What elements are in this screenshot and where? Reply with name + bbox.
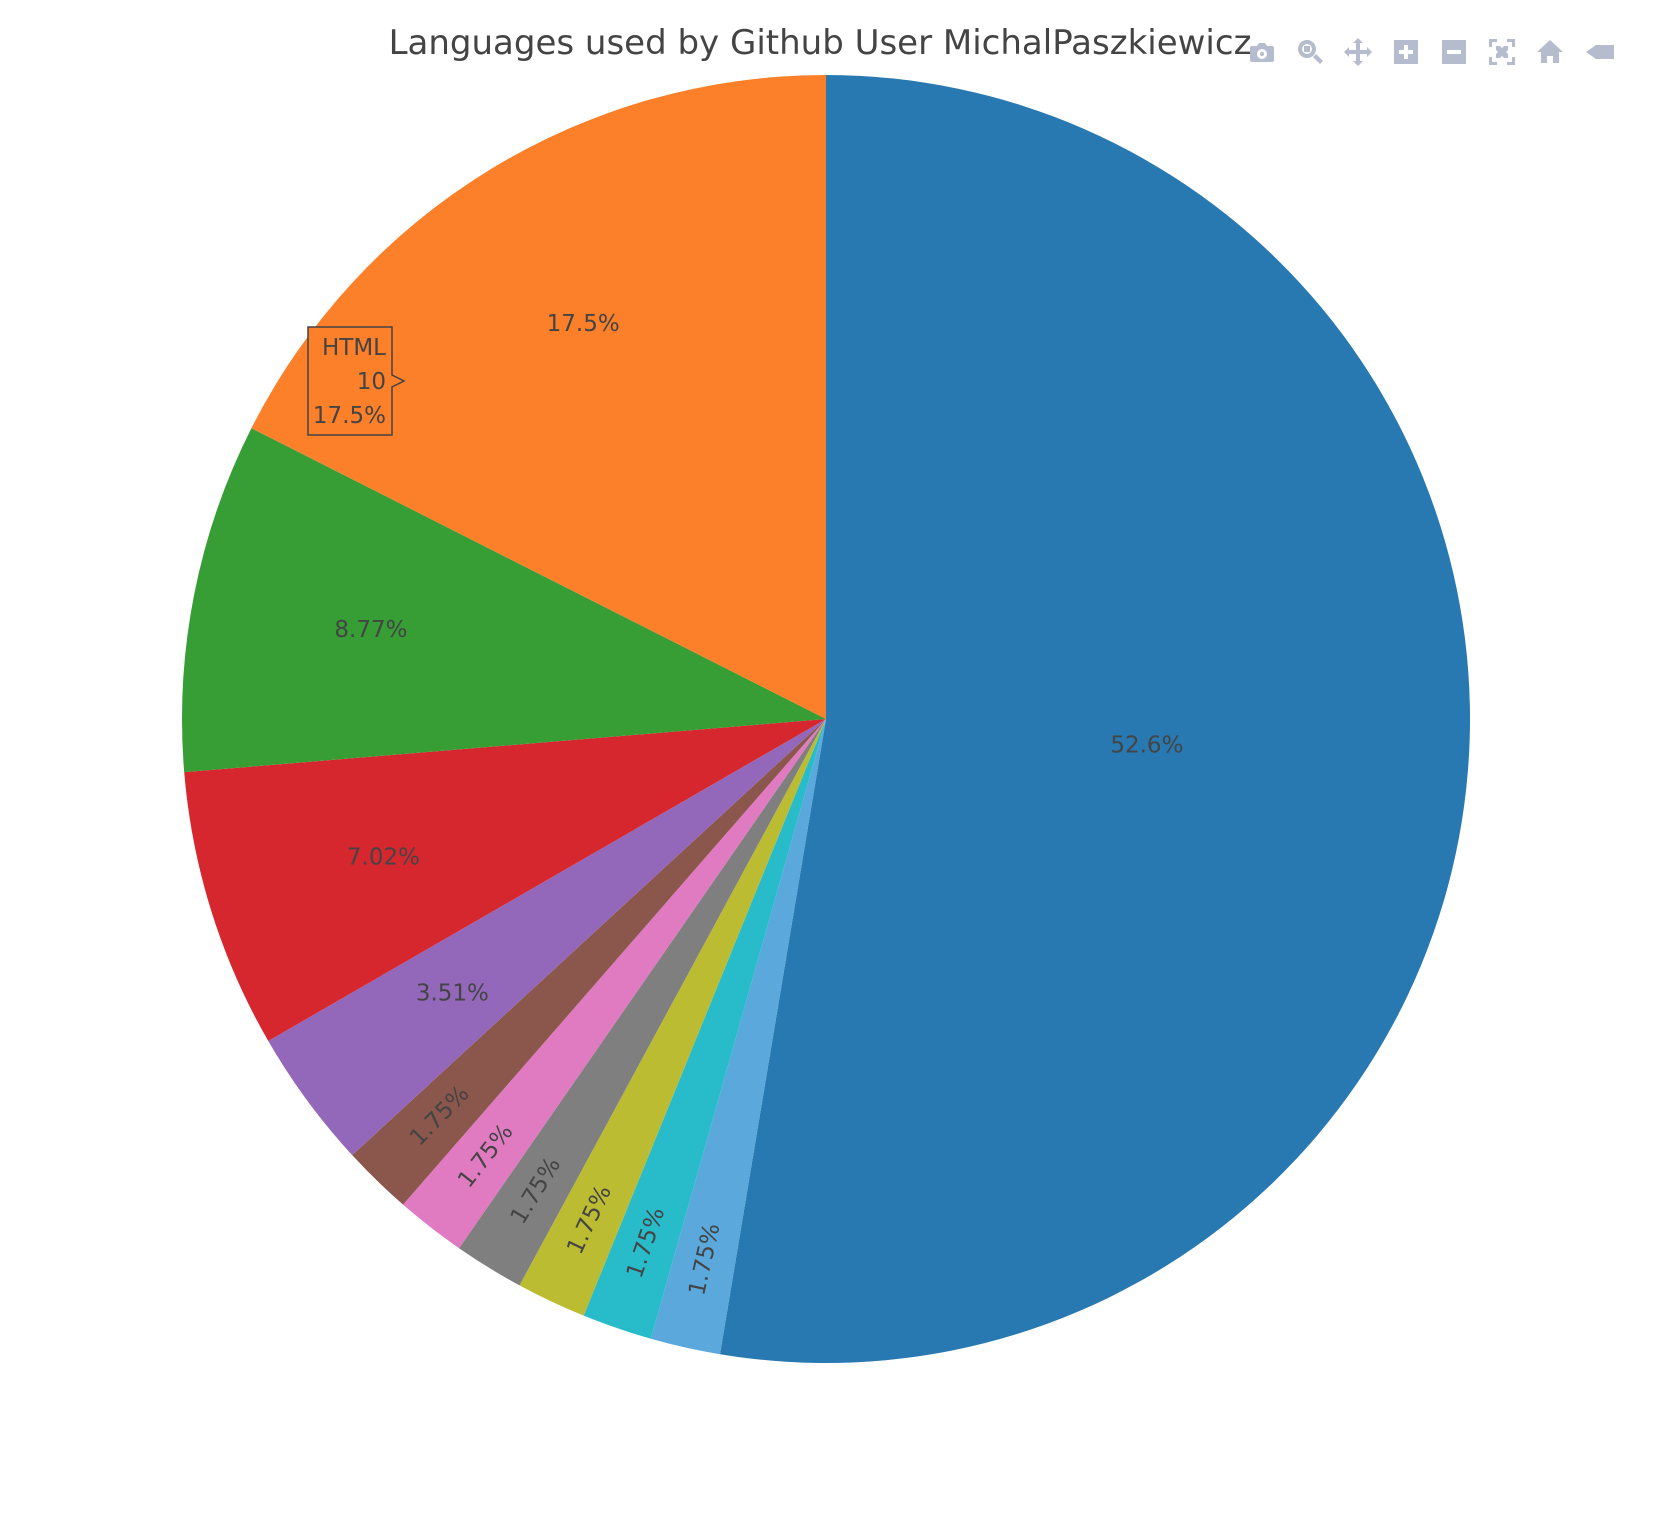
hover-percent: 17.5% [313, 403, 386, 429]
camera-icon [1250, 43, 1274, 62]
pie-slice[interactable] [583, 719, 826, 1339]
slice-percent-label: 52.6% [1110, 733, 1183, 759]
slice-percent-label: 7.02% [347, 844, 420, 870]
modebar [1238, 30, 1662, 74]
slice-percent-label: 3.51% [416, 981, 489, 1007]
slice-percent-label: 8.77% [334, 617, 407, 643]
camera-button[interactable] [1238, 30, 1286, 74]
pan-icon [1344, 38, 1372, 66]
zoom-in-button[interactable] [1382, 30, 1430, 74]
pie-slice[interactable] [184, 719, 826, 1041]
zoom-out-button[interactable] [1430, 30, 1478, 74]
hover-tooltip-box [307, 326, 406, 436]
hover-tooltip: HTML 10 17.5% [307, 326, 406, 436]
pan-button[interactable] [1334, 30, 1382, 74]
pie-slice[interactable] [650, 719, 826, 1355]
zoom-out-icon [1442, 40, 1466, 64]
pie-slice-html[interactable] [251, 75, 826, 719]
pie-slice[interactable] [459, 719, 826, 1286]
pie-slices[interactable] [182, 75, 1471, 1363]
reset-axes-button[interactable] [1526, 30, 1574, 74]
zoom-icon [1298, 40, 1323, 64]
autoscale-icon [1489, 39, 1515, 65]
zoom-button[interactable] [1286, 30, 1334, 74]
chart-title: Languages used by Github User MichalPasz… [389, 23, 1252, 63]
reset-axes-icon [1537, 40, 1563, 63]
pie-slice[interactable] [352, 719, 826, 1205]
pie-slice[interactable] [182, 428, 826, 773]
hover-label: HTML [322, 335, 386, 361]
hover-value: 10 [357, 369, 386, 395]
pie-slice[interactable] [720, 75, 1471, 1363]
pie-slice[interactable] [403, 719, 826, 1249]
spike-lines-icon [1586, 45, 1614, 59]
pie-slice[interactable] [268, 719, 826, 1156]
autoscale-button[interactable] [1478, 30, 1526, 74]
slice-percent-label: 17.5% [547, 311, 620, 337]
pie-slice[interactable] [519, 719, 826, 1316]
spike-lines-button[interactable] [1574, 30, 1622, 74]
zoom-in-icon [1394, 40, 1418, 64]
